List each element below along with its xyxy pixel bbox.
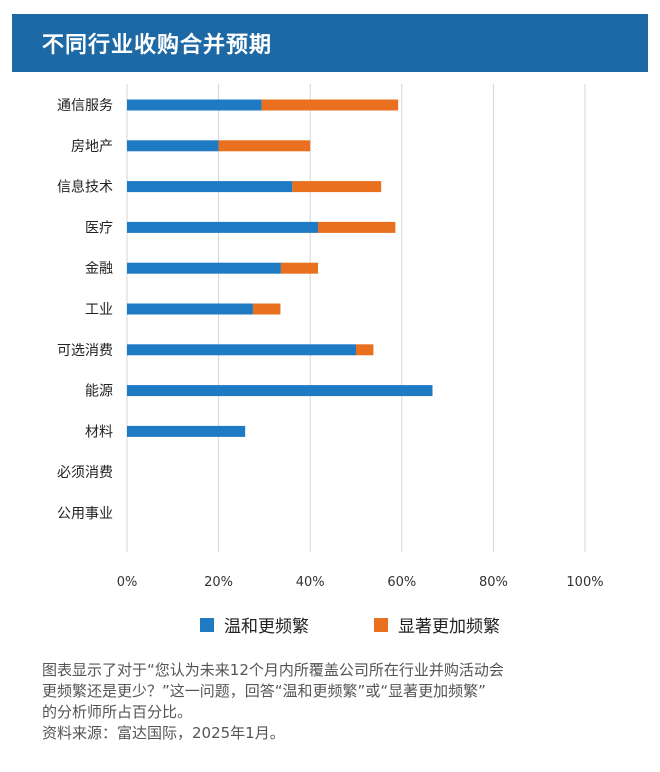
legend-item-mild: 温和更频繁 — [200, 612, 309, 637]
bar-mild — [127, 140, 219, 152]
x-tick-label: 0% — [117, 575, 138, 590]
bar-mild — [127, 425, 246, 437]
legend-swatch-significant — [374, 617, 388, 632]
x-tick-label: 40% — [296, 575, 325, 590]
legend-swatch-mild — [200, 617, 214, 632]
footnote-source: 资料来源：富达国际，2025年1月。 — [42, 724, 285, 742]
category-label: 信息技术 — [57, 179, 113, 196]
bar-mild — [127, 385, 433, 397]
category-label: 材料 — [85, 424, 113, 440]
footnote-line-1: 图表显示了对于“您认为未来12个月内所覆盖公司所在行业并购活动会 — [42, 661, 504, 679]
legend-item-significant: 显著更加频繁 — [374, 612, 500, 637]
bar-chart: 0% 20% 40% 60% 80% 100% 通信服务房地产信息技术医疗金融工业可选消费能… — [57, 84, 604, 590]
bar-significant — [218, 140, 311, 152]
legend-label-significant: 显著更加频繁 — [398, 617, 500, 637]
bar-mild — [127, 181, 293, 193]
category-label: 公用事业 — [57, 506, 113, 522]
footnote-line-3: 的分析师所占百分比。 — [42, 703, 193, 721]
x-tick-label: 100% — [566, 575, 603, 590]
category-label: 工业 — [85, 302, 113, 318]
footnote: 图表显示了对于“您认为未来12个月内所覆盖公司所在行业并购活动会 更频繁还是更少… — [42, 660, 632, 744]
x-tick-label: 80% — [479, 575, 508, 590]
bar-mild — [127, 262, 281, 274]
bar-mild — [127, 221, 318, 233]
chart-title: 不同行业收购合并预期 — [42, 33, 273, 58]
bar-significant — [280, 262, 318, 274]
bar-significant — [261, 99, 399, 111]
category-label: 通信服务 — [57, 98, 113, 114]
title-banner: 不同行业收购合并预期 — [12, 14, 648, 72]
category-label: 金融 — [85, 261, 113, 277]
bar-significant — [292, 181, 382, 193]
legend-label-mild: 温和更频繁 — [224, 617, 309, 637]
category-label: 医疗 — [85, 220, 113, 236]
x-tick-label: 20% — [204, 575, 233, 590]
category-label: 能源 — [85, 384, 113, 400]
bar-mild — [127, 303, 253, 315]
x-tick-label: 60% — [387, 575, 416, 590]
bar-mild — [127, 99, 262, 111]
bar-significant — [317, 221, 396, 233]
footnote-line-2: 更频繁还是更少？”这一问题，回答“温和更频繁”或“显著更加频繁” — [42, 682, 486, 700]
legend: 温和更频繁 显著更加频繁 — [0, 612, 660, 638]
category-label: 可选消费 — [57, 343, 113, 359]
bar-significant — [252, 303, 281, 315]
bar-mild — [127, 344, 356, 356]
bar-significant — [356, 344, 374, 356]
category-label: 必须消费 — [57, 465, 113, 481]
category-label: 房地产 — [71, 139, 113, 155]
